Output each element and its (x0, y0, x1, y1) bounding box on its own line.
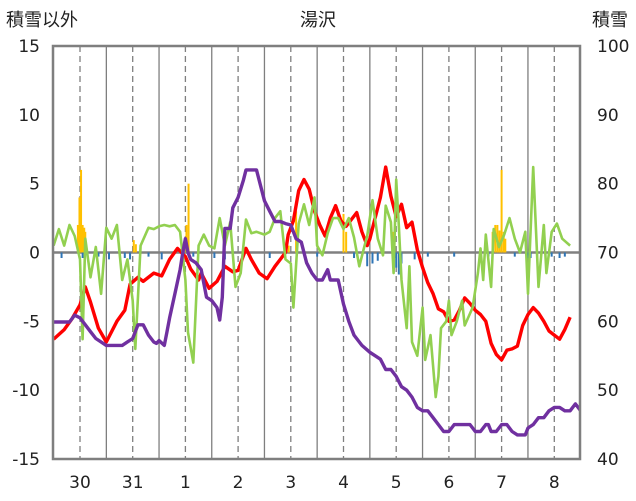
bar-orange (134, 244, 137, 253)
left-tick-label: 10 (18, 106, 40, 126)
bar-orange (76, 224, 79, 253)
bar-blue (558, 252, 561, 259)
bar-blue (371, 252, 374, 264)
bar-blue (513, 252, 516, 257)
left-tick-label: -15 (12, 450, 40, 470)
x-tick-label: 31 (122, 473, 144, 493)
bar-blue (213, 252, 216, 259)
x-tick-label: 8 (549, 473, 560, 493)
chart-title: 湯沢 (300, 10, 336, 31)
bar-blue (81, 252, 84, 259)
bar-blue (60, 252, 63, 259)
right-tick-label: 60 (597, 312, 619, 332)
x-tick-label: 4 (338, 473, 349, 493)
bar-orange (132, 240, 135, 253)
bar-blue (129, 252, 132, 260)
bar-orange (287, 245, 290, 253)
bar-blue (160, 252, 163, 260)
bar-blue (107, 252, 110, 260)
bar-blue (376, 252, 379, 261)
bar-blue (526, 252, 529, 259)
bar-orange (345, 231, 348, 253)
bar-blue (550, 252, 553, 257)
x-tick-label: 6 (443, 473, 454, 493)
bar-blue (192, 252, 195, 257)
left-tick-label: 15 (18, 37, 40, 57)
right-tick-label: 70 (597, 244, 619, 264)
bar-orange (498, 230, 501, 253)
bar-blue (397, 252, 400, 275)
bar-orange (187, 183, 190, 253)
bar-orange (295, 211, 298, 253)
bar-blue (563, 252, 566, 257)
bar-orange (500, 169, 503, 253)
bar-orange (80, 169, 83, 253)
bar-blue (426, 252, 429, 257)
bar-blue (413, 252, 416, 260)
bar-blue (147, 252, 150, 257)
right-tick-label: 80 (597, 175, 619, 195)
x-tick-label: 1 (180, 473, 191, 493)
bar-orange (504, 238, 507, 253)
bar-blue (366, 252, 369, 267)
x-tick-label: 3 (285, 473, 296, 493)
bar-blue (268, 252, 271, 259)
bar-orange (502, 231, 505, 253)
bar-orange (81, 224, 84, 253)
series-red-line (53, 165, 572, 362)
x-tick-label: 30 (69, 473, 91, 493)
right-tick-label: 40 (597, 450, 619, 470)
bar-blue (316, 252, 319, 257)
bar-orange (78, 197, 81, 253)
left-tick-label: -10 (12, 381, 40, 401)
right-tick-label: 50 (597, 381, 619, 401)
plot-frame (51, 44, 582, 461)
bar-blue (353, 252, 356, 259)
left-tick-label: 0 (29, 244, 40, 264)
x-tick-label: 5 (391, 473, 402, 493)
x-tick-label: 2 (233, 473, 244, 493)
right-axis-label: 積雪 (592, 10, 628, 31)
bar-blue (97, 252, 100, 257)
x-tick-label: 7 (496, 473, 507, 493)
series-green-line (53, 165, 571, 399)
left-axis-label: 積雪以外 (6, 10, 78, 31)
right-tick-label: 90 (597, 106, 619, 126)
left-tick-label: -5 (23, 312, 40, 332)
bar-blue (395, 252, 398, 268)
bar-orange (342, 213, 345, 253)
bar-blue (123, 252, 126, 259)
bar-blue (453, 252, 456, 257)
right-tick-label: 100 (597, 37, 629, 57)
series-purple-line (53, 168, 580, 437)
left-tick-label: 5 (29, 175, 40, 195)
